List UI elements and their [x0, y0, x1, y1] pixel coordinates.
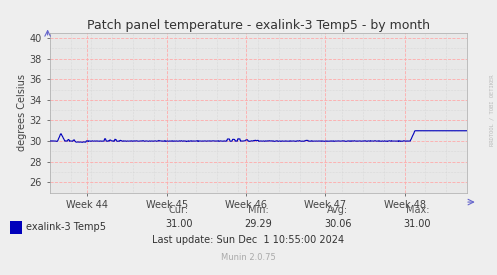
- Text: exalink-3 Temp5: exalink-3 Temp5: [26, 222, 106, 232]
- Text: Min:: Min:: [248, 205, 269, 215]
- Text: 29.29: 29.29: [245, 219, 272, 229]
- Text: Munin 2.0.75: Munin 2.0.75: [221, 253, 276, 262]
- Text: RRDTOOL / TOBI OETIKER: RRDTOOL / TOBI OETIKER: [490, 74, 495, 146]
- Text: Max:: Max:: [406, 205, 429, 215]
- Y-axis label: degrees Celsius: degrees Celsius: [17, 74, 27, 151]
- Title: Patch panel temperature - exalink-3 Temp5 - by month: Patch panel temperature - exalink-3 Temp…: [87, 19, 430, 32]
- Text: 31.00: 31.00: [404, 219, 431, 229]
- Text: 30.06: 30.06: [324, 219, 352, 229]
- Text: Cur:: Cur:: [169, 205, 189, 215]
- Text: 31.00: 31.00: [165, 219, 193, 229]
- Text: Avg:: Avg:: [328, 205, 348, 215]
- Text: Last update: Sun Dec  1 10:55:00 2024: Last update: Sun Dec 1 10:55:00 2024: [153, 235, 344, 245]
